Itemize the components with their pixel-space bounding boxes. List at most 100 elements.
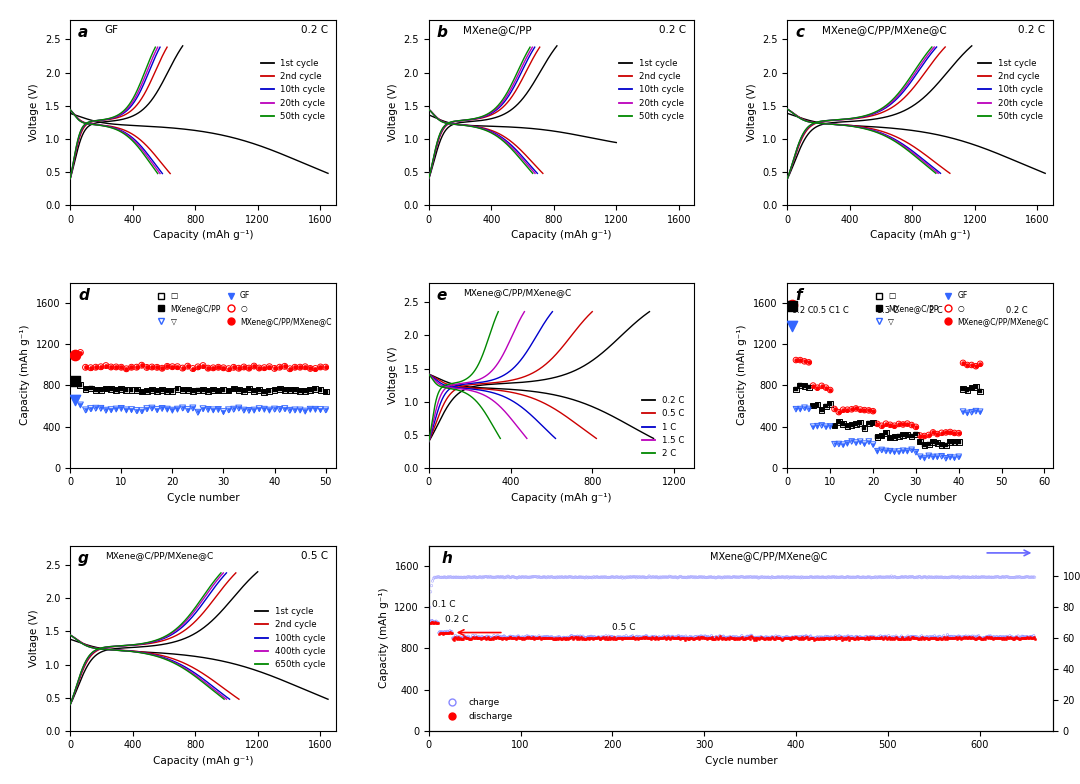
Point	[600, 633, 618, 645]
Point	[510, 631, 527, 644]
Point	[543, 571, 561, 583]
Point	[1020, 631, 1037, 644]
Point	[733, 571, 751, 583]
Point	[826, 631, 843, 644]
Point	[448, 632, 465, 644]
Point	[558, 632, 576, 644]
Point	[504, 630, 522, 643]
Point	[778, 571, 795, 583]
Point	[721, 571, 739, 583]
Point	[481, 630, 498, 643]
Point	[892, 631, 909, 644]
Point	[849, 571, 866, 583]
Point	[931, 630, 948, 643]
Point	[312, 361, 329, 373]
Point	[793, 633, 810, 645]
Point	[907, 631, 924, 644]
Point	[870, 570, 888, 583]
Point	[133, 385, 150, 397]
Point	[829, 632, 847, 644]
Point	[517, 631, 535, 644]
Point	[442, 626, 459, 639]
Point	[540, 632, 557, 644]
Point	[851, 631, 868, 644]
Point	[194, 402, 212, 415]
Point	[907, 428, 924, 441]
Point	[649, 631, 666, 644]
Point	[454, 571, 471, 583]
Point	[583, 630, 600, 643]
Point	[1004, 572, 1022, 584]
Point	[688, 571, 705, 583]
Point	[900, 631, 917, 644]
Point	[594, 631, 611, 644]
Point	[974, 571, 991, 583]
Point	[464, 630, 482, 643]
Point	[584, 571, 602, 583]
Point	[650, 632, 667, 644]
Point	[476, 632, 494, 644]
Point	[567, 571, 584, 583]
Point	[779, 631, 796, 644]
Point	[876, 571, 893, 583]
Point	[753, 571, 770, 583]
Point	[486, 631, 503, 644]
Point	[441, 572, 458, 584]
Point	[962, 572, 980, 584]
Point	[607, 633, 624, 645]
Point	[639, 631, 657, 644]
Point	[600, 630, 618, 643]
Point	[996, 632, 1013, 644]
Point	[558, 631, 576, 644]
Point	[741, 631, 758, 644]
Point	[424, 616, 442, 629]
Point	[595, 571, 612, 583]
Point	[907, 428, 924, 441]
Point	[606, 631, 623, 644]
Point	[813, 631, 831, 644]
Point	[631, 571, 648, 583]
Point	[558, 632, 576, 644]
Point	[475, 631, 492, 644]
Point	[578, 632, 595, 644]
Point	[485, 633, 502, 645]
Point	[796, 631, 813, 644]
Point	[837, 571, 854, 583]
Point	[684, 631, 701, 644]
Point	[671, 630, 688, 643]
Point	[894, 429, 912, 441]
Point	[627, 630, 645, 643]
Point	[846, 633, 863, 645]
Point	[677, 630, 694, 642]
Point	[851, 417, 868, 430]
Point	[607, 632, 624, 644]
Point	[821, 631, 838, 644]
Point	[903, 631, 920, 644]
Point	[545, 571, 563, 583]
Point	[835, 631, 852, 644]
Point	[743, 630, 760, 642]
Point	[775, 571, 793, 583]
Point	[942, 426, 959, 438]
Point	[771, 571, 788, 583]
Point	[872, 571, 889, 583]
Point	[868, 445, 886, 457]
Point	[630, 631, 647, 644]
Point	[189, 361, 206, 373]
Point	[589, 571, 606, 583]
Point	[1022, 631, 1039, 644]
Point	[622, 571, 639, 583]
Point	[760, 633, 778, 646]
Point	[903, 444, 920, 456]
Point	[475, 572, 492, 584]
Point	[494, 633, 511, 645]
Point	[972, 631, 989, 644]
Point	[662, 571, 679, 583]
Point	[873, 571, 890, 583]
Point	[1026, 571, 1043, 583]
Point	[610, 631, 627, 644]
Point	[876, 631, 893, 644]
Point	[959, 407, 976, 419]
Point	[87, 361, 105, 373]
Point	[421, 617, 438, 630]
